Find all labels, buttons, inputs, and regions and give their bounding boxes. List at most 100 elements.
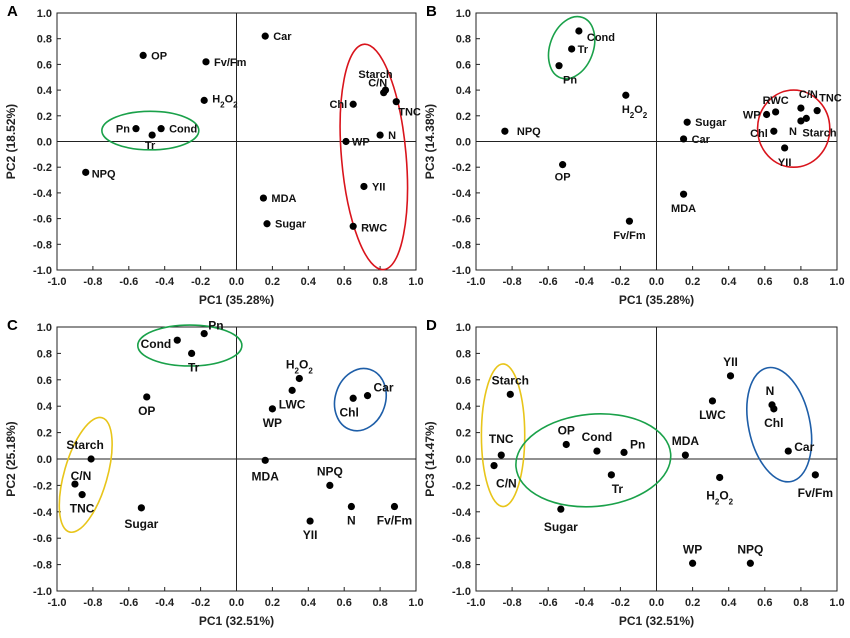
point-label-chl: Chl: [764, 416, 783, 430]
x-tick-label: 0.8: [793, 597, 808, 609]
y-tick-label: -0.6: [452, 533, 471, 545]
point-wp: [689, 559, 697, 567]
point-label-h2o2: H2O2: [212, 93, 238, 109]
point-n: [347, 502, 355, 511]
point-tnc: [392, 98, 400, 106]
panel-letter: B: [426, 3, 437, 20]
y-tick-label: 0.8: [456, 34, 471, 46]
panel-d: -1.0-1.0 -0.8 -0.8 -0.6 -0.6 -0.4 -0.4 -0.2 -0.2…: [423, 317, 845, 628]
y-tick-label: 1.0: [456, 322, 471, 334]
x-tick-label: 0.0: [649, 597, 664, 609]
point-c-n: [380, 89, 388, 97]
point-lwc: [708, 397, 717, 405]
point-tnc: [497, 451, 505, 459]
y-tick-label: 0.0: [456, 137, 471, 149]
point-label-tr: Tr: [612, 482, 624, 496]
point-n: [376, 131, 384, 139]
point-label-npq: NPQ: [92, 168, 116, 180]
point-label-car: Car: [374, 381, 394, 395]
point-pn: [132, 125, 140, 133]
point-chl: [770, 405, 778, 413]
x-tick-label: -0.6: [119, 597, 138, 609]
x-tick-label: 1.0: [408, 597, 423, 609]
point-label-c-n: C/N: [71, 469, 92, 483]
point-label-cond: Cond: [141, 337, 172, 351]
point-car: [784, 447, 792, 455]
y-tick-label: 0.0: [37, 454, 52, 466]
point-label-n: N: [347, 514, 356, 528]
point-op: [562, 440, 570, 449]
point-label-wp: WP: [683, 542, 702, 556]
point-label-npq: NPQ: [517, 126, 541, 138]
y-tick-label: 1.0: [37, 322, 52, 334]
x-tick-label: -0.6: [539, 597, 558, 609]
point-label-cond: Cond: [587, 32, 615, 44]
point-label-tnc: TNC: [819, 93, 842, 105]
y-tick-label: -0.6: [33, 214, 52, 226]
point-tr: [148, 131, 156, 139]
y-tick-label: 0.6: [456, 375, 471, 387]
x-axis-title: PC1 (32.51%): [199, 614, 274, 628]
point-rwc: [772, 108, 780, 116]
point-tnc: [813, 107, 821, 115]
point-label-yii: YII: [303, 528, 318, 542]
point-c-n: [490, 462, 498, 470]
point-label-wp: WP: [352, 137, 370, 149]
point-label-chl: Chl: [750, 128, 768, 140]
y-tick-label: -0.2: [452, 162, 471, 174]
point-label-rwc: RWC: [361, 222, 387, 234]
x-tick-label: -0.2: [611, 276, 630, 288]
point-mda: [679, 190, 688, 198]
point-label-fv-fm: Fv/Fm: [613, 230, 646, 242]
point-label-op: OP: [558, 423, 575, 437]
point-car: [679, 135, 688, 143]
x-tick-label: -0.4: [155, 597, 175, 609]
x-tick-label: -0.4: [155, 276, 175, 288]
point-cond: [157, 125, 165, 133]
group-ellipse-yellow: [58, 416, 113, 534]
x-tick-label: -1.0: [48, 597, 67, 609]
y-axis-title: PC2 (18.52%): [4, 104, 18, 179]
group-ellipse-red: [339, 43, 409, 271]
y-tick-label: -0.4: [33, 507, 53, 519]
point-npq: [82, 168, 90, 176]
x-tick-label: -0.8: [503, 597, 522, 609]
y-axis-title: PC3 (14.38%): [423, 104, 437, 179]
point-label-chl: Chl: [329, 99, 347, 111]
point-yii: [360, 182, 368, 191]
x-tick-label: 0.0: [649, 276, 664, 288]
group-ellipse-blue: [746, 366, 813, 483]
point-label-tnc: TNC: [398, 107, 421, 119]
y-tick-label: 0.8: [37, 348, 52, 360]
x-tick-label: 0.8: [372, 276, 387, 288]
point-label-sugar: Sugar: [124, 517, 158, 531]
point-label-h2o2: H2O2: [706, 488, 733, 506]
x-tick-label: -0.2: [191, 276, 210, 288]
y-tick-label: -1.0: [452, 265, 471, 277]
x-axis-title: PC1 (35.28%): [199, 293, 274, 307]
point-label-rwc: RWC: [763, 95, 789, 107]
y-tick-label: -0.8: [33, 560, 52, 572]
group-ellipse-green: [101, 110, 200, 151]
group-ellipse-green: [515, 413, 672, 508]
point-label-h2o2: H2O2: [622, 104, 648, 120]
x-tick-label: 0.8: [372, 597, 387, 609]
y-tick-label: -1.0: [33, 586, 52, 598]
y-tick-label: -0.8: [33, 239, 52, 251]
y-tick-label: 0.2: [37, 428, 52, 440]
point-label-c-n: C/N: [368, 78, 387, 90]
y-tick-label: -0.4: [33, 188, 53, 200]
x-tick-label: 0.4: [721, 276, 737, 288]
point-cond: [173, 336, 181, 344]
x-axis-title: PC1 (32.51%): [619, 614, 694, 628]
panel-letter: D: [426, 317, 437, 334]
point-wp: [342, 137, 350, 146]
x-tick-label: 0.6: [757, 597, 772, 609]
point-h2o2: [622, 91, 630, 99]
x-tick-label: -0.4: [575, 276, 595, 288]
point-label-mda: MDA: [271, 193, 296, 205]
x-tick-label: 0.4: [721, 597, 737, 609]
x-tick-label: -0.6: [539, 276, 558, 288]
y-tick-label: -0.2: [33, 480, 52, 492]
x-tick-label: 1.0: [829, 597, 844, 609]
